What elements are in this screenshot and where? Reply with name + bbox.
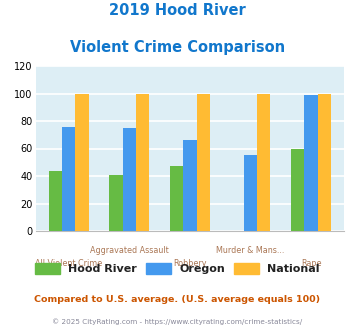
- Bar: [304, 95, 318, 231]
- Text: © 2025 CityRating.com - https://www.cityrating.com/crime-statistics/: © 2025 CityRating.com - https://www.city…: [53, 318, 302, 325]
- Bar: [62, 126, 76, 231]
- Bar: [170, 166, 183, 231]
- Bar: [76, 93, 89, 231]
- Bar: [244, 155, 257, 231]
- Text: All Violent Crime: All Violent Crime: [35, 259, 103, 268]
- Text: Compared to U.S. average. (U.S. average equals 100): Compared to U.S. average. (U.S. average …: [34, 295, 321, 304]
- Bar: [49, 171, 62, 231]
- Bar: [136, 93, 149, 231]
- Text: Violent Crime Comparison: Violent Crime Comparison: [70, 40, 285, 54]
- Legend: Hood River, Oregon, National: Hood River, Oregon, National: [35, 263, 320, 274]
- Text: 2019 Hood River: 2019 Hood River: [109, 3, 246, 18]
- Bar: [183, 140, 197, 231]
- Bar: [291, 148, 304, 231]
- Bar: [197, 93, 210, 231]
- Bar: [257, 93, 271, 231]
- Bar: [318, 93, 331, 231]
- Text: Murder & Mans...: Murder & Mans...: [216, 246, 285, 255]
- Text: Rape: Rape: [301, 259, 321, 268]
- Text: Aggravated Assault: Aggravated Assault: [90, 246, 169, 255]
- Bar: [109, 175, 123, 231]
- Bar: [123, 128, 136, 231]
- Text: Robbery: Robbery: [173, 259, 207, 268]
